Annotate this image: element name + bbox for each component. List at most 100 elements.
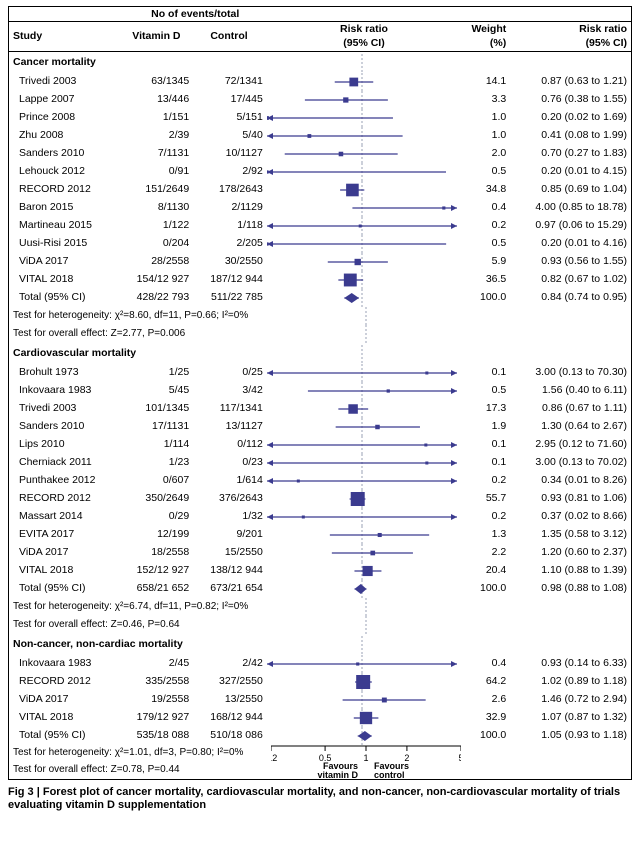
weight: 0.1 [461, 364, 510, 382]
events-vitd: 1/114 [124, 436, 196, 454]
weight: 1.0 [461, 109, 510, 127]
events-control: 138/12 944 [195, 562, 267, 580]
events-control: 3/42 [195, 382, 267, 400]
study-row: EVITA 2017 12/199 9/201 1.3 1.35 (0.58 t… [9, 526, 631, 544]
rr-text: 4.00 (0.85 to 18.78) [510, 199, 631, 217]
study-row: Massart 2014 0/29 1/32 0.2 0.37 (0.02 to… [9, 508, 631, 526]
study-row: RECORD 2012 335/2558 327/2550 64.2 1.02 … [9, 673, 631, 691]
weight: 1.9 [461, 418, 510, 436]
weight: 1.0 [461, 127, 510, 145]
weight: 34.8 [461, 181, 510, 199]
col-events: No of events/total [124, 7, 267, 22]
rr-text: 0.82 (0.67 to 1.02) [510, 271, 631, 289]
events-control: 72/1341 [195, 73, 267, 91]
svg-text:vitamin D: vitamin D [317, 770, 358, 779]
rr-text: 1.30 (0.64 to 2.67) [510, 418, 631, 436]
rr-text: 3.00 (0.13 to 70.30) [510, 364, 631, 382]
study-row: Trivedi 2003 63/1345 72/1341 14.1 0.87 (… [9, 73, 631, 91]
study-row: Lips 2010 1/114 0/112 0.1 2.95 (0.12 to … [9, 436, 631, 454]
weight: 0.1 [461, 454, 510, 472]
events-vitd: 17/1131 [124, 418, 196, 436]
events-control: 17/445 [195, 91, 267, 109]
events-vitd: 28/2558 [124, 253, 196, 271]
rr-text: 0.20 (0.01 to 4.15) [510, 163, 631, 181]
forest-marker [267, 490, 461, 508]
forest-table: No of events/total Study Vitamin D Contr… [9, 7, 631, 779]
forest-marker [267, 418, 461, 436]
events-vitd: 1/122 [124, 217, 196, 235]
study-name: RECORD 2012 [9, 181, 124, 199]
events-vitd: 179/12 927 [124, 709, 196, 727]
total-control: 511/22 785 [195, 289, 267, 307]
study-name: Cherniack 2011 [9, 454, 124, 472]
forest-marker [267, 400, 461, 418]
study-name: RECORD 2012 [9, 490, 124, 508]
forest-marker [267, 709, 461, 727]
study-name: Punthakee 2012 [9, 472, 124, 490]
study-row: VITAL 2018 179/12 927 168/12 944 32.9 1.… [9, 709, 631, 727]
overall-effect-test: Test for overall effect: Z=0.46, P=0.64 [9, 616, 267, 634]
study-row: Brohult 1973 1/25 0/25 0.1 3.00 (0.13 to… [9, 364, 631, 382]
rr-text: 1.20 (0.60 to 2.37) [510, 544, 631, 562]
overall-effect-test: Test for overall effect: Z=2.77, P=0.006 [9, 325, 267, 343]
forest-plot-figure: No of events/total Study Vitamin D Contr… [8, 6, 632, 780]
total-label: Total (95% CI) [9, 727, 124, 745]
total-weight: 100.0 [461, 289, 510, 307]
study-name: Lips 2010 [9, 436, 124, 454]
svg-text:0.2: 0.2 [271, 753, 277, 763]
events-control: 15/2550 [195, 544, 267, 562]
events-control: 1/614 [195, 472, 267, 490]
rr-text: 0.20 (0.02 to 1.69) [510, 109, 631, 127]
forest-marker [267, 382, 461, 400]
heterogeneity-test: Test for heterogeneity: χ²=6.74, df=11, … [9, 598, 267, 616]
col-plot: Risk ratio(95% CI) [267, 22, 461, 51]
events-vitd: 154/12 927 [124, 271, 196, 289]
study-name: Sanders 2010 [9, 145, 124, 163]
weight: 2.2 [461, 544, 510, 562]
events-control: 187/12 944 [195, 271, 267, 289]
col-vitd: Vitamin D [124, 22, 196, 51]
study-name: Trivedi 2003 [9, 400, 124, 418]
forest-marker [267, 217, 461, 235]
col-rr: Risk ratio(95% CI) [510, 22, 631, 51]
weight: 14.1 [461, 73, 510, 91]
study-row: Cherniack 2011 1/23 0/23 0.1 3.00 (0.13 … [9, 454, 631, 472]
rr-text: 2.95 (0.12 to 71.60) [510, 436, 631, 454]
study-row: Lehouck 2012 0/91 2/92 0.5 0.20 (0.01 to… [9, 163, 631, 181]
study-row: VITAL 2018 152/12 927 138/12 944 20.4 1.… [9, 562, 631, 580]
study-name: Inkovaara 1983 [9, 382, 124, 400]
study-row: Sanders 2010 7/1131 10/1127 2.0 0.70 (0.… [9, 145, 631, 163]
events-control: 2/42 [195, 655, 267, 673]
col-weight: Weight(%) [461, 22, 510, 51]
events-control: 2/92 [195, 163, 267, 181]
study-name: Uusi-Risi 2015 [9, 235, 124, 253]
events-control: 168/12 944 [195, 709, 267, 727]
overall-effect-test: Test for overall effect: Z=0.78, P=0.44 [9, 762, 267, 779]
forest-marker [267, 655, 461, 673]
events-control: 10/1127 [195, 145, 267, 163]
events-control: 1/32 [195, 508, 267, 526]
study-name: Brohult 1973 [9, 364, 124, 382]
weight: 55.7 [461, 490, 510, 508]
weight: 0.5 [461, 382, 510, 400]
events-vitd: 63/1345 [124, 73, 196, 91]
events-control: 2/205 [195, 235, 267, 253]
rr-text: 0.76 (0.38 to 1.55) [510, 91, 631, 109]
heterogeneity-test: Test for heterogeneity: χ²=1.01, df=3, P… [9, 745, 267, 762]
weight: 2.6 [461, 691, 510, 709]
events-control: 376/2643 [195, 490, 267, 508]
forest-diamond [267, 727, 461, 745]
study-row: Inkovaara 1983 2/45 2/42 0.4 0.93 (0.14 … [9, 655, 631, 673]
weight: 20.4 [461, 562, 510, 580]
heterogeneity-test: Test for heterogeneity: χ²=8.60, df=11, … [9, 307, 267, 325]
study-name: ViDA 2017 [9, 544, 124, 562]
rr-text: 0.20 (0.01 to 4.16) [510, 235, 631, 253]
events-vitd: 1/23 [124, 454, 196, 472]
events-control: 9/201 [195, 526, 267, 544]
section-header: Non-cancer, non-cardiac mortality [9, 634, 267, 655]
rr-text: 0.70 (0.27 to 1.83) [510, 145, 631, 163]
weight: 0.4 [461, 199, 510, 217]
forest-marker [267, 127, 461, 145]
rr-text: 1.07 (0.87 to 1.32) [510, 709, 631, 727]
weight: 0.5 [461, 163, 510, 181]
